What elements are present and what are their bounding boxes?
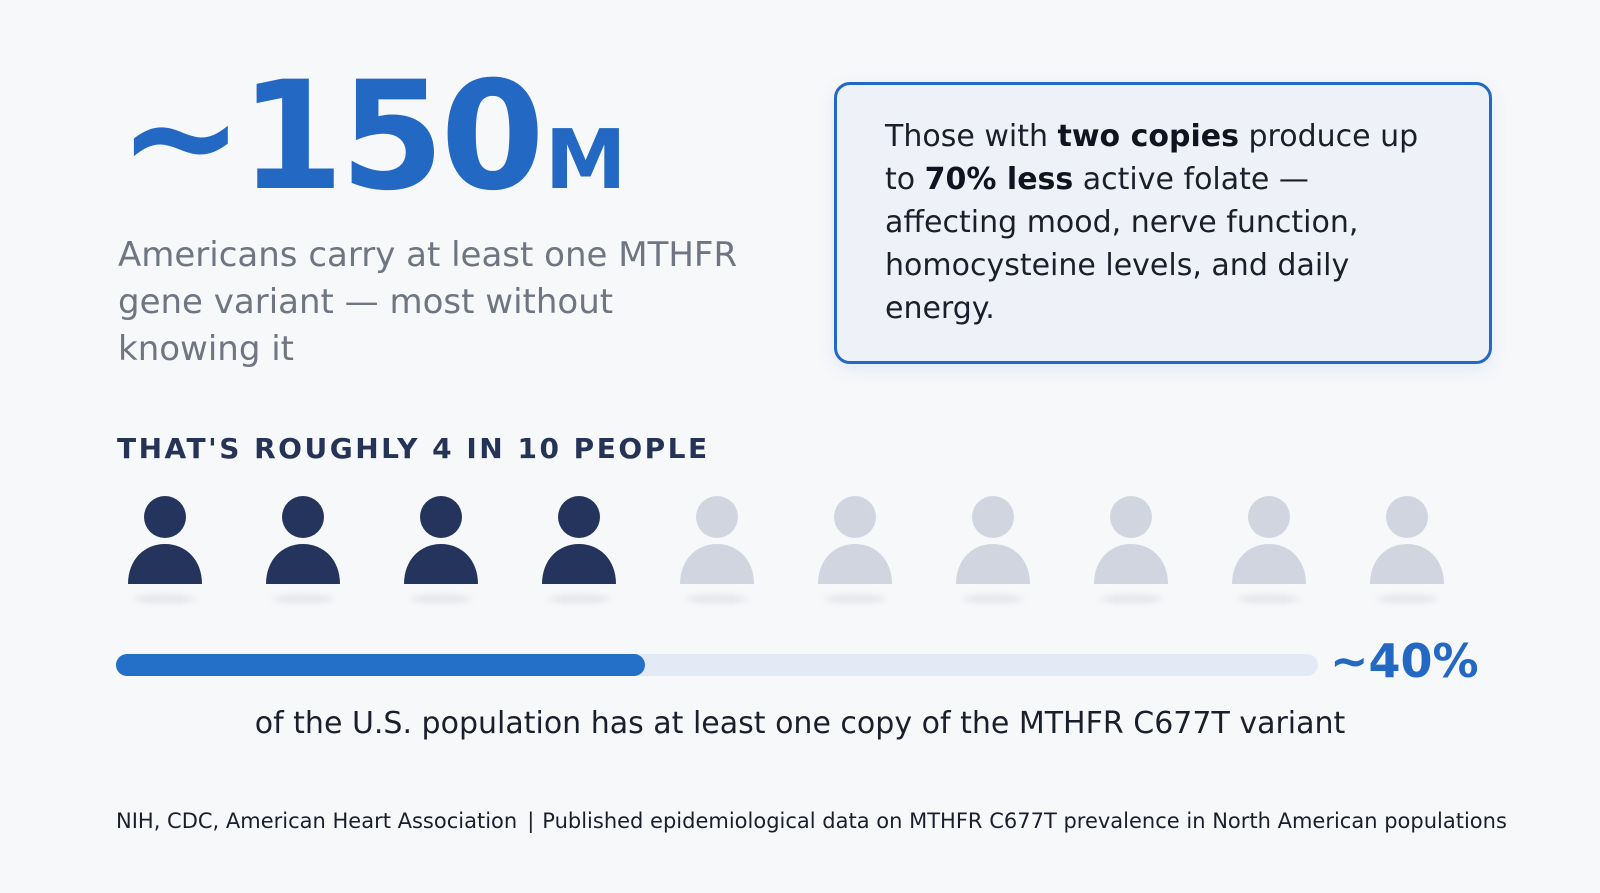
big-stat-prefix: ~ xyxy=(118,50,244,224)
person-shadow xyxy=(1376,594,1438,604)
person-icon-muted xyxy=(678,496,756,604)
sources-footer: NIH, CDC, American Heart Association | Pub… xyxy=(116,809,1507,833)
person-shadow xyxy=(272,594,334,604)
sources-left: NIH, CDC, American Heart Association xyxy=(116,809,518,833)
section-label: THAT'S ROUGHLY 4 IN 10 PEOPLE xyxy=(117,432,710,465)
progress-value: ~40% xyxy=(1330,634,1479,688)
person-icon-highlighted xyxy=(264,496,342,604)
callout-text: Those with two copies produce up to 70% … xyxy=(885,115,1449,330)
big-stat: ~ 150 M xyxy=(118,62,758,212)
person-shadow xyxy=(962,594,1024,604)
big-stat-unit: M xyxy=(544,113,627,208)
person-shadow xyxy=(686,594,748,604)
person-icon-highlighted xyxy=(126,496,204,604)
callout-text-part2: produce up to xyxy=(885,119,1419,197)
big-stat-description: Americans carry at least one MTHFR gene … xyxy=(118,235,738,369)
person-icon-muted xyxy=(954,496,1032,604)
progress-track xyxy=(116,654,1318,676)
person-icon-muted xyxy=(1368,496,1446,604)
hero-stat-block: ~ 150 M Americans carry at least one MTH… xyxy=(118,62,758,373)
person-icon-highlighted xyxy=(540,496,618,604)
sources-right: Published epidemiological data on MTHFR … xyxy=(542,809,1507,833)
person-shadow xyxy=(410,594,472,604)
people-pictogram xyxy=(126,496,1486,606)
person-icon-muted xyxy=(1092,496,1170,604)
person-shadow xyxy=(134,594,196,604)
callout-text-part3: active folate — affecting mood, nerve fu… xyxy=(885,162,1359,326)
big-stat-number: 150 xyxy=(239,50,545,224)
person-shadow xyxy=(824,594,886,604)
sources-separator: | xyxy=(527,809,535,833)
callout-box: Those with two copies produce up to 70% … xyxy=(834,82,1492,364)
person-shadow xyxy=(1100,594,1162,604)
progress-fill xyxy=(116,654,645,676)
callout-bold-percent: 70% less xyxy=(924,162,1074,197)
callout-bold-two-copies: two copies xyxy=(1057,119,1239,154)
person-icon-highlighted xyxy=(402,496,480,604)
callout-text-part1: Those with xyxy=(885,119,1058,154)
progress-caption: of the U.S. population has at least one … xyxy=(254,706,1346,741)
person-icon-muted xyxy=(816,496,894,604)
person-shadow xyxy=(1238,594,1300,604)
person-icon-muted xyxy=(1230,496,1308,604)
person-shadow xyxy=(548,594,610,604)
